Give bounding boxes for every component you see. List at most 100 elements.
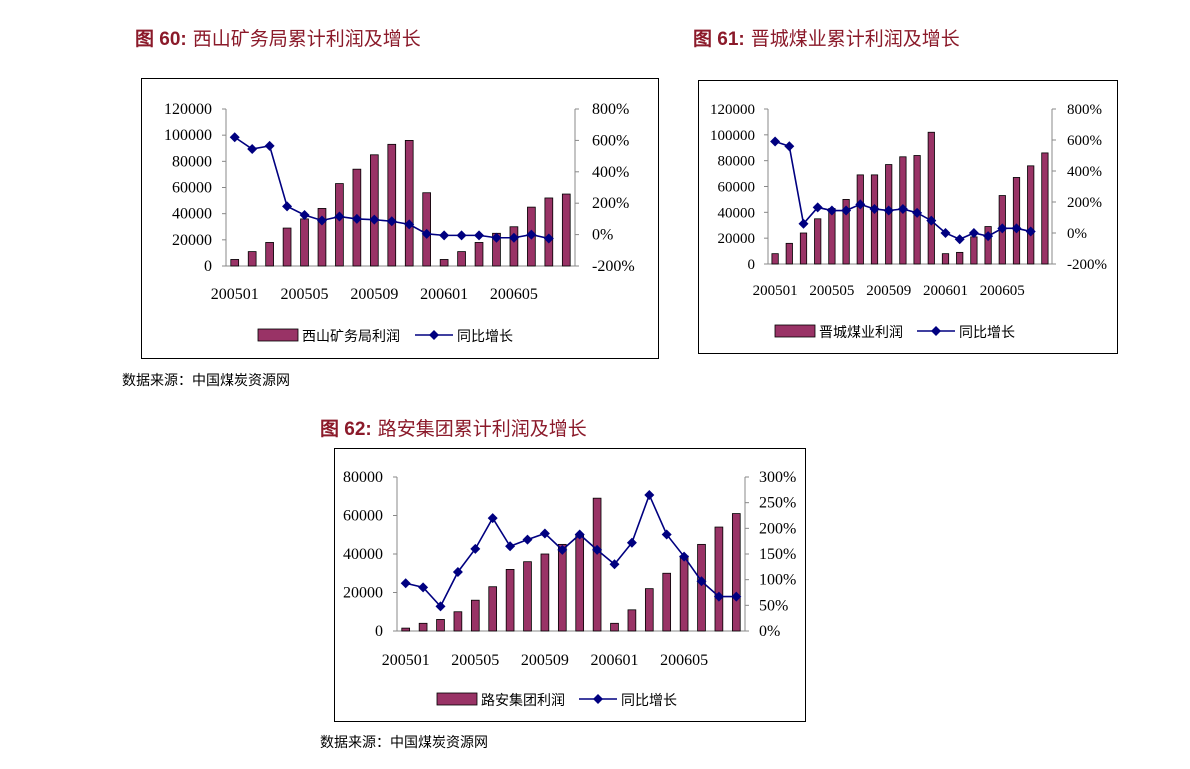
chart-frame: 120000 100000 80000 60000 40000 20000 0 800% 600… bbox=[698, 80, 1118, 354]
line-point bbox=[968, 228, 979, 238]
y-right-tick-label: 200% bbox=[1067, 195, 1102, 211]
line-point bbox=[855, 199, 866, 210]
y-right-tick-label: 200% bbox=[592, 195, 629, 212]
bar bbox=[799, 232, 808, 265]
chart-svg: 120000 100000 80000 60000 40000 20000 0 800% 600… bbox=[710, 102, 1107, 341]
bar bbox=[418, 622, 428, 632]
y-right-tick-label: 600% bbox=[1067, 133, 1102, 149]
x-tick-label: 200501 bbox=[211, 286, 259, 303]
bar bbox=[970, 236, 978, 265]
bar bbox=[627, 609, 637, 632]
bar bbox=[561, 193, 571, 267]
legend-bar-label: 路安集团利润 bbox=[481, 692, 565, 709]
bar bbox=[856, 174, 864, 265]
y-right-tick-label: 800% bbox=[1067, 102, 1102, 118]
x-tick-label: 200505 bbox=[809, 283, 854, 299]
bar bbox=[488, 586, 498, 632]
line-point bbox=[812, 202, 823, 213]
x-tick-label: 200505 bbox=[281, 286, 329, 303]
line-point bbox=[983, 231, 994, 242]
line-point bbox=[505, 541, 516, 552]
bar bbox=[731, 513, 741, 632]
bar bbox=[439, 259, 449, 267]
y-left-tick-label: 80000 bbox=[172, 153, 212, 170]
y-left-tick-label: 100000 bbox=[164, 127, 212, 144]
bar bbox=[941, 253, 950, 265]
figure-title: 图 60: 西山矿务局累计利润及增长 bbox=[135, 24, 421, 51]
legend-line-marker bbox=[931, 326, 941, 336]
line-point bbox=[926, 215, 937, 226]
line-point bbox=[954, 234, 965, 245]
line-point bbox=[557, 544, 568, 555]
bar bbox=[335, 183, 344, 267]
bar bbox=[956, 251, 964, 265]
y-right-tick-label: 100% bbox=[759, 572, 796, 589]
bar bbox=[540, 553, 550, 632]
line-point bbox=[522, 534, 533, 545]
line-point bbox=[841, 205, 852, 216]
legend-bar-label: 西山矿务局利润 bbox=[302, 329, 400, 345]
bar bbox=[387, 143, 397, 267]
y-left-tick-label: 0 bbox=[375, 623, 383, 640]
x-tick-label: 200601 bbox=[420, 286, 468, 303]
bar bbox=[470, 599, 480, 632]
line-point bbox=[421, 228, 432, 239]
line-point bbox=[508, 232, 519, 243]
source-note: 数据来源：中国煤炭资源网 bbox=[320, 735, 488, 751]
y-left-tick-label: 40000 bbox=[718, 205, 756, 221]
bar bbox=[1027, 165, 1035, 265]
line-point bbox=[574, 529, 585, 540]
line-point bbox=[784, 141, 795, 152]
x-tick-label: 200605 bbox=[980, 283, 1025, 299]
line-point bbox=[299, 209, 310, 220]
chart-frame: 120000 100000 80000 60000 40000 20000 0 800% 600… bbox=[141, 78, 659, 359]
bar bbox=[282, 227, 292, 267]
y-left-tick-label: 100000 bbox=[710, 128, 755, 144]
figure-title-text: 路安集团累计利润及增长 bbox=[377, 418, 587, 440]
line-point bbox=[869, 203, 880, 214]
y-right-tick-label: 200% bbox=[759, 520, 796, 537]
y-left-tick-label: 60000 bbox=[343, 508, 383, 525]
y-left-tick-label: 40000 bbox=[343, 546, 383, 563]
y-left-tick-label: 20000 bbox=[343, 585, 383, 602]
figure-title: 图 62: 路安集团累计利润及增长 bbox=[320, 414, 587, 441]
line-point bbox=[1011, 223, 1022, 234]
line-point bbox=[316, 215, 327, 226]
y-left-tick-label: 0 bbox=[748, 257, 756, 273]
bar bbox=[557, 543, 567, 632]
bar bbox=[870, 174, 879, 265]
line-point bbox=[679, 551, 690, 562]
bar bbox=[265, 242, 274, 267]
line-point bbox=[713, 591, 724, 602]
line-point bbox=[491, 232, 502, 243]
bar bbox=[927, 131, 935, 265]
bar bbox=[714, 526, 724, 632]
line-point bbox=[264, 140, 275, 151]
y-left-tick-label: 60000 bbox=[718, 180, 756, 196]
bar bbox=[697, 543, 706, 632]
bar bbox=[457, 251, 466, 267]
line-point bbox=[883, 205, 894, 216]
bar bbox=[300, 218, 309, 267]
x-tick-label: 200501 bbox=[382, 652, 430, 669]
chart-svg: 120000 100000 80000 60000 40000 20000 0 800% 600… bbox=[164, 101, 635, 345]
x-tick-label: 200505 bbox=[451, 652, 499, 669]
line-point bbox=[661, 529, 672, 540]
line-point bbox=[731, 591, 742, 602]
line-point bbox=[452, 566, 463, 577]
bar bbox=[317, 208, 327, 267]
y-left-tick-label: 40000 bbox=[172, 206, 212, 223]
source-note: 数据来源：中国煤炭资源网 bbox=[122, 373, 290, 389]
line-point bbox=[912, 207, 923, 218]
bar bbox=[230, 259, 240, 267]
bar bbox=[523, 561, 532, 632]
bar bbox=[474, 242, 484, 267]
bar bbox=[771, 253, 779, 265]
line-point bbox=[487, 513, 498, 524]
x-tick-label: 200601 bbox=[591, 652, 639, 669]
x-tick-label: 200605 bbox=[660, 652, 708, 669]
bar bbox=[404, 140, 414, 267]
legend-line-marker bbox=[429, 330, 439, 340]
figure-title: 图 61: 晋城煤业累计利润及增长 bbox=[693, 24, 960, 51]
line-point bbox=[351, 213, 362, 224]
